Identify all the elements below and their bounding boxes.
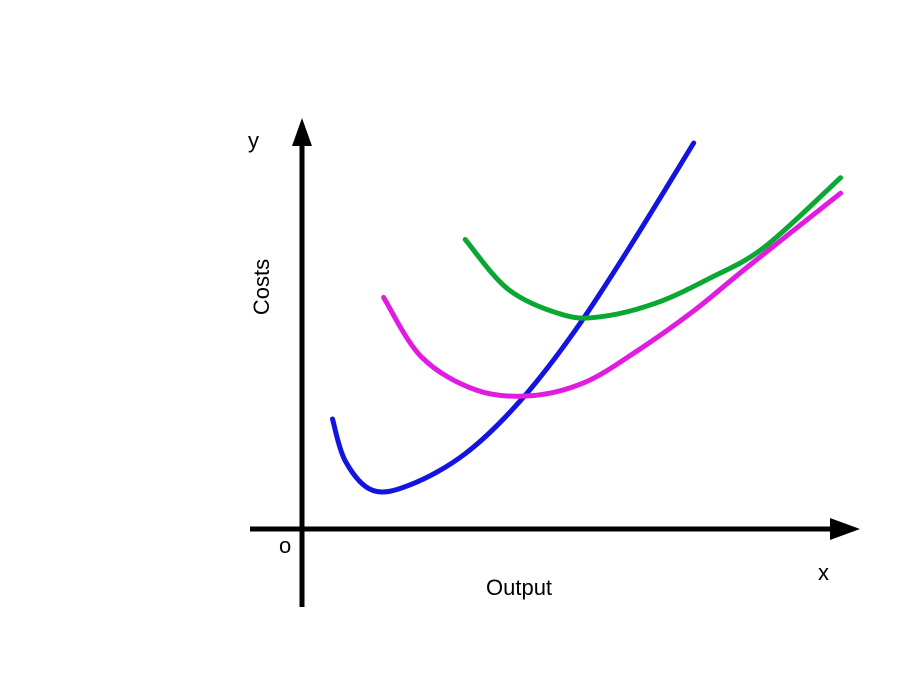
x-axis-letter: x bbox=[818, 560, 829, 585]
y-axis-arrow bbox=[292, 118, 312, 146]
origin-label: o bbox=[279, 533, 291, 558]
series-line-3 bbox=[462, 175, 844, 321]
series-group bbox=[330, 140, 844, 495]
x-axis-label: Output bbox=[486, 575, 552, 600]
x-axis-arrow bbox=[830, 518, 860, 540]
y-axis-label: Costs bbox=[249, 259, 274, 315]
y-axis-letter: y bbox=[248, 128, 259, 153]
series-line-2 bbox=[381, 190, 844, 399]
series-line-1 bbox=[330, 140, 697, 495]
